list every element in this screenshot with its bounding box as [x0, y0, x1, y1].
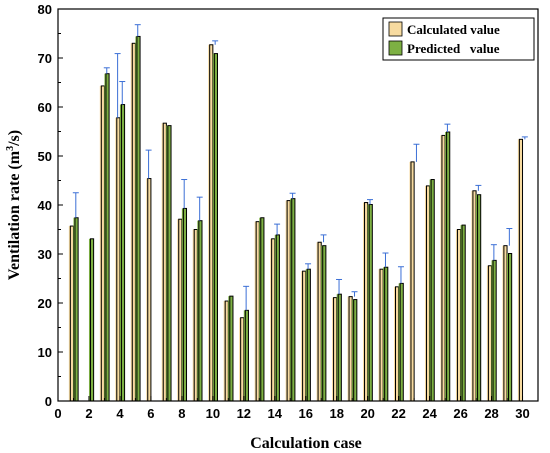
- bar-predicted-fill: [383, 267, 388, 401]
- bar-predicted-fill: [212, 53, 218, 402]
- bar-predicted-fill: [166, 125, 172, 402]
- bar-calculated-fill: [285, 200, 291, 401]
- bar-calculated-fill: [424, 185, 430, 401]
- bar-calculated-fill: [99, 85, 105, 402]
- x-tick-label: 6: [147, 406, 154, 421]
- bar-predicted-fill: [73, 217, 79, 401]
- x-tick-label: 16: [299, 406, 313, 421]
- bar-calculated-fill: [161, 123, 167, 402]
- bar-calculated-fill: [208, 44, 213, 402]
- bar-predicted-fill: [88, 238, 94, 401]
- bar-calculated-fill: [316, 242, 322, 401]
- bar-calculated-fill: [486, 265, 492, 401]
- bar-predicted-fill: [491, 260, 497, 401]
- legend-swatch-calculated: [388, 21, 403, 37]
- bar-predicted-fill: [119, 104, 125, 402]
- bar-predicted-fill: [274, 234, 280, 401]
- bar-calculated-fill: [440, 135, 446, 402]
- bar-predicted-fill: [476, 194, 481, 401]
- legend-swatch-predicted: [388, 40, 403, 56]
- bar-calculated-fill: [146, 178, 151, 401]
- bar-predicted-fill: [507, 253, 512, 401]
- bar-calculated-fill: [502, 245, 508, 401]
- bar-predicted-fill: [104, 73, 110, 402]
- y-axis-title-superscript: 3: [5, 146, 16, 151]
- bar-predicted-fill: [352, 299, 357, 401]
- x-tick-label: 22: [391, 406, 405, 421]
- y-tick-label: 10: [38, 345, 52, 360]
- bar-calculated-fill: [378, 269, 384, 401]
- bar-predicted-fill: [367, 204, 373, 401]
- legend-frame: [382, 17, 535, 61]
- bar-calculated-fill: [177, 219, 182, 401]
- bar-calculated-fill: [68, 226, 74, 401]
- bar-predicted-fill: [429, 179, 435, 401]
- bar-predicted-fill: [228, 296, 233, 401]
- x-tick-label: 12: [237, 406, 251, 421]
- bar-calculated-fill: [192, 229, 198, 401]
- bar-predicted-fill: [460, 225, 466, 401]
- bar-calculated-fill: [455, 229, 461, 401]
- x-tick-label: 26: [453, 406, 467, 421]
- bar-predicted-fill: [259, 217, 264, 401]
- bar-calculated-fill: [517, 139, 523, 401]
- legend-label-calculated: Calculated value: [407, 22, 500, 37]
- y-tick-label: 0: [45, 394, 52, 409]
- error-bars-layer: [72, 24, 528, 311]
- bar-predicted-fill: [305, 269, 311, 401]
- y-axis-title-main: Ventilation rate (m: [6, 150, 23, 280]
- x-tick-label: 28: [484, 406, 498, 421]
- bar-predicted-fill: [135, 36, 141, 401]
- x-tick-label: 20: [360, 406, 374, 421]
- x-tick-label: 10: [206, 406, 220, 421]
- bar-predicted-fill: [321, 245, 326, 401]
- bar-calculated-fill: [254, 221, 260, 401]
- bar-calculated-fill: [270, 238, 275, 401]
- bar-calculated-fill: [115, 117, 120, 401]
- y-axis-title: Ventilation rate (m3/s): [5, 130, 23, 280]
- x-tick-label: 0: [54, 406, 61, 421]
- bar-predicted-fill: [243, 310, 249, 401]
- bar-predicted-fill: [197, 220, 202, 401]
- y-tick-label: 40: [38, 198, 52, 213]
- y-tick-label: 20: [38, 296, 52, 311]
- bar-calculated-fill: [347, 296, 353, 401]
- x-tick-label: 18: [329, 406, 343, 421]
- bar-predicted-fill: [181, 208, 187, 401]
- bar-calculated-fill: [394, 286, 399, 401]
- x-tick-label: 8: [178, 406, 185, 421]
- bar-calculated-fill: [223, 301, 229, 401]
- bar-calculated-fill: [239, 317, 244, 401]
- bar-calculated-fill: [471, 190, 477, 401]
- bar-predicted-fill: [290, 198, 295, 401]
- legend-label-predicted: Predicted value: [407, 41, 500, 56]
- x-tick-label: 24: [422, 406, 437, 421]
- y-tick-label: 80: [38, 2, 52, 17]
- bar-calculated-fill: [363, 202, 368, 401]
- y-tick-label: 70: [38, 51, 52, 66]
- bar-predicted-fill: [398, 283, 404, 401]
- bar-predicted-fill: [336, 294, 342, 401]
- x-tick-label: 2: [85, 406, 92, 421]
- bar-calculated-fill: [332, 297, 337, 401]
- x-axis-title: Calculation case: [250, 435, 362, 452]
- x-tick-label: 14: [268, 406, 283, 421]
- bar-predicted-fill: [445, 131, 450, 402]
- x-tick-label: 30: [515, 406, 529, 421]
- x-tick-label: 4: [116, 406, 124, 421]
- y-tick-label: 60: [38, 100, 52, 115]
- y-tick-label: 30: [38, 247, 52, 262]
- y-tick-label: 50: [38, 149, 52, 164]
- y-axis-title-end: /s): [6, 130, 23, 147]
- bar-calculated-fill: [301, 271, 306, 401]
- bar-calculated-fill: [409, 161, 415, 401]
- bar-calculated-fill: [130, 43, 136, 402]
- legend: Calculated value Predicted value: [382, 17, 535, 61]
